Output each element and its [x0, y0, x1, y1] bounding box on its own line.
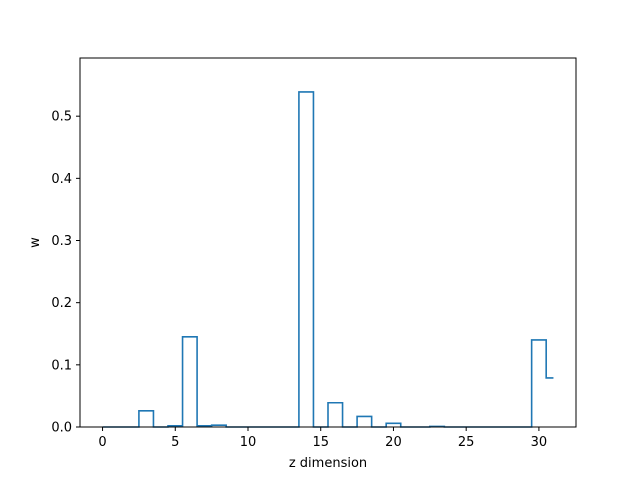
- ticks: 0 5 10 15 20 25 30 0.0 0.1 0.2 0.3 0.4 0.5: [51, 110, 547, 450]
- x-tick-label-0: 0: [98, 435, 106, 450]
- y-tick-label-5: 0.5: [51, 110, 72, 125]
- x-tick-label-2: 10: [240, 435, 257, 450]
- y-tick-label-4: 0.4: [51, 172, 72, 187]
- x-tick-label-5: 25: [458, 435, 475, 450]
- x-tick-label-1: 5: [171, 435, 179, 450]
- y-tick-label-1: 0.1: [51, 358, 72, 373]
- y-tick-label-0: 0.0: [51, 421, 72, 436]
- x-tick-label-3: 15: [312, 435, 329, 450]
- x-axis-label: z dimension: [289, 456, 367, 471]
- x-tick-label-4: 20: [385, 435, 402, 450]
- y-axis-label: w: [28, 237, 43, 248]
- x-tick-label-6: 30: [531, 435, 548, 450]
- y-tick-label-3: 0.3: [51, 234, 72, 249]
- y-tick-label-2: 0.2: [51, 296, 72, 311]
- axes-frame: [79, 57, 577, 428]
